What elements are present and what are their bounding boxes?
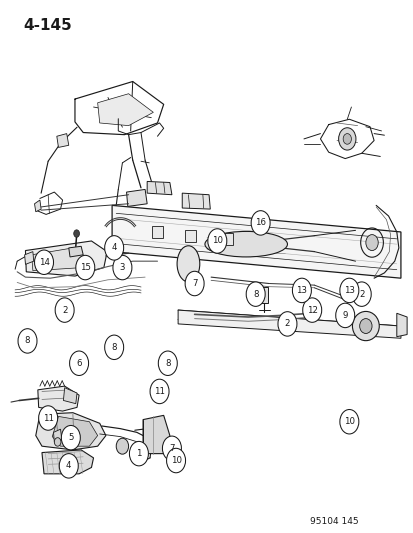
Circle shape	[18, 329, 37, 353]
FancyBboxPatch shape	[184, 230, 196, 241]
Text: 12: 12	[306, 305, 317, 314]
Circle shape	[38, 406, 57, 430]
Text: 10: 10	[211, 237, 222, 246]
Circle shape	[104, 236, 123, 260]
Text: 9: 9	[342, 311, 347, 320]
Ellipse shape	[338, 128, 355, 150]
Text: 1: 1	[136, 449, 141, 458]
Circle shape	[292, 278, 311, 303]
Ellipse shape	[351, 311, 378, 341]
Polygon shape	[36, 413, 106, 450]
Circle shape	[185, 271, 204, 296]
Text: 8: 8	[165, 359, 170, 368]
Circle shape	[74, 230, 79, 237]
Polygon shape	[53, 429, 62, 442]
Circle shape	[277, 312, 296, 336]
Text: 11: 11	[43, 414, 54, 423]
Circle shape	[61, 425, 80, 450]
Polygon shape	[25, 241, 107, 276]
Text: 2: 2	[62, 305, 67, 314]
Circle shape	[246, 282, 265, 306]
Circle shape	[339, 409, 358, 434]
Circle shape	[129, 441, 148, 466]
Circle shape	[69, 351, 88, 375]
Text: 8: 8	[252, 289, 258, 298]
Circle shape	[302, 298, 321, 322]
Circle shape	[251, 211, 269, 235]
Circle shape	[113, 255, 132, 280]
Text: 13: 13	[296, 286, 307, 295]
Polygon shape	[24, 252, 33, 264]
Text: 4: 4	[111, 244, 116, 253]
Text: 7: 7	[191, 279, 197, 288]
Circle shape	[55, 298, 74, 322]
Ellipse shape	[365, 235, 377, 251]
Text: 2: 2	[358, 289, 363, 298]
Text: 8: 8	[25, 336, 30, 345]
Polygon shape	[143, 415, 169, 454]
Polygon shape	[396, 313, 406, 337]
Circle shape	[59, 454, 78, 478]
Circle shape	[34, 250, 53, 274]
Polygon shape	[97, 94, 153, 126]
Text: 6: 6	[76, 359, 82, 368]
Polygon shape	[69, 246, 83, 257]
Text: 4-145: 4-145	[23, 18, 72, 33]
Ellipse shape	[204, 231, 287, 257]
Polygon shape	[52, 416, 97, 446]
Circle shape	[339, 278, 358, 303]
Polygon shape	[57, 134, 69, 148]
Text: 16: 16	[254, 219, 266, 228]
Text: 8: 8	[111, 343, 116, 352]
Circle shape	[54, 438, 61, 446]
FancyBboxPatch shape	[151, 226, 163, 238]
Text: 5: 5	[68, 433, 74, 442]
Text: 7: 7	[169, 444, 174, 453]
Circle shape	[335, 303, 354, 328]
Circle shape	[166, 448, 185, 473]
Text: 15: 15	[80, 263, 90, 272]
Polygon shape	[34, 200, 41, 212]
Text: 4: 4	[66, 462, 71, 470]
Polygon shape	[38, 386, 79, 411]
Circle shape	[116, 438, 128, 454]
Ellipse shape	[342, 134, 351, 144]
Circle shape	[150, 379, 169, 403]
Polygon shape	[178, 310, 400, 338]
Text: 13: 13	[343, 286, 354, 295]
Text: 2: 2	[284, 319, 290, 328]
FancyBboxPatch shape	[221, 233, 233, 245]
Text: 10: 10	[170, 456, 181, 465]
Text: 95104 145: 95104 145	[309, 517, 358, 526]
Circle shape	[76, 255, 95, 280]
Polygon shape	[63, 387, 77, 403]
Polygon shape	[182, 193, 210, 209]
Polygon shape	[126, 189, 147, 206]
Polygon shape	[259, 287, 268, 303]
Circle shape	[158, 351, 177, 375]
Text: 3: 3	[119, 263, 125, 272]
Circle shape	[104, 335, 123, 360]
Ellipse shape	[359, 319, 371, 334]
Text: 14: 14	[38, 258, 50, 266]
Polygon shape	[112, 205, 400, 278]
Text: 10: 10	[343, 417, 354, 426]
Polygon shape	[147, 181, 171, 195]
Circle shape	[162, 436, 181, 461]
Circle shape	[351, 282, 370, 306]
Polygon shape	[42, 450, 93, 474]
Text: 11: 11	[154, 387, 165, 396]
Polygon shape	[31, 248, 85, 271]
Circle shape	[207, 229, 226, 253]
Ellipse shape	[177, 246, 199, 282]
